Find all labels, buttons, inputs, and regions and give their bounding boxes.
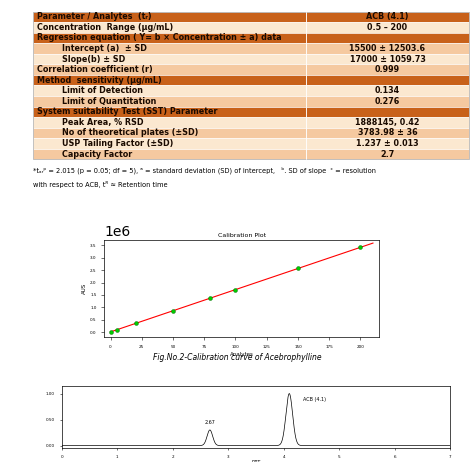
Text: 0.5 – 200: 0.5 – 200 [367,23,408,32]
Point [207,294,214,302]
Text: 1888145, 0.42: 1888145, 0.42 [355,118,420,127]
Text: Limit of Detection: Limit of Detection [62,86,143,95]
Bar [306,12,469,22]
Bar [33,12,469,159]
X-axis label: Analytes: Analytes [230,352,254,357]
Text: Intercept (a)  ± SD: Intercept (a) ± SD [62,44,146,53]
Text: 2.7: 2.7 [380,150,395,158]
Text: 0.999: 0.999 [375,65,400,74]
Bar [33,149,306,159]
Text: System suitability Test (SST) Parameter: System suitability Test (SST) Parameter [37,107,218,116]
Text: ACB (4.1): ACB (4.1) [303,397,326,402]
Bar [306,85,469,96]
Point [294,265,302,272]
Bar [33,75,306,85]
Point [356,243,364,251]
Y-axis label: AUS: AUS [82,283,87,294]
Text: 0.134: 0.134 [375,86,400,95]
Bar [306,22,469,33]
Bar [306,107,469,117]
Text: Peak Area, % RSD: Peak Area, % RSD [62,118,143,127]
Bar [306,149,469,159]
Bar [33,107,306,117]
Text: 0.276: 0.276 [375,97,400,106]
Bar [306,128,469,138]
Bar [33,54,306,64]
Bar [33,22,306,33]
Bar [306,43,469,54]
Text: Correlation coefficient (r): Correlation coefficient (r) [37,65,153,74]
Bar [33,43,306,54]
Point [132,320,139,327]
Bar [33,12,306,22]
Text: Concentration  Range (µg/mL): Concentration Range (µg/mL) [37,23,173,32]
Text: *tₐᵣᵖ = 2.015 (p = 0.05; df = 5), ᵃ = standard deviation (SD) of intercept,   ᵇ.: *tₐᵣᵖ = 2.015 (p = 0.05; df = 5), ᵃ = st… [33,166,376,174]
Text: Capacity Factor: Capacity Factor [62,150,132,158]
Point [113,326,120,334]
Bar [306,64,469,75]
Text: Method  sensitivity (µg/mL): Method sensitivity (µg/mL) [37,76,162,85]
Text: Slope(b) ± SD: Slope(b) ± SD [62,55,125,64]
Text: 3783.98 ± 36: 3783.98 ± 36 [358,128,417,138]
Text: 15500 ± 12503.6: 15500 ± 12503.6 [349,44,426,53]
Title: Calibration Plot: Calibration Plot [218,233,266,238]
Text: 2.67: 2.67 [204,419,215,425]
Text: Parameter / Analytes  (tᵣ): Parameter / Analytes (tᵣ) [37,12,152,21]
Text: USP Tailing Factor (±SD): USP Tailing Factor (±SD) [62,139,173,148]
Bar [306,33,469,43]
Point [232,286,239,293]
Bar [33,96,306,107]
Bar [33,128,306,138]
Text: Limit of Quantitation: Limit of Quantitation [62,97,156,106]
Bar [33,117,306,128]
Text: No of theoretical plates (±SD): No of theoretical plates (±SD) [62,128,198,138]
Bar [33,85,306,96]
X-axis label: RRT: RRT [251,461,261,462]
Point [107,328,115,335]
Bar [306,96,469,107]
Text: 17000 ± 1059.73: 17000 ± 1059.73 [349,55,426,64]
Text: Regression equation ( Y= b × Concentration ± a) data: Regression equation ( Y= b × Concentrati… [37,33,282,43]
Bar [33,64,306,75]
Text: with respect to ACB, tᴿ ≈ Retention time: with respect to ACB, tᴿ ≈ Retention time [33,181,168,188]
Point [169,307,177,315]
Bar [306,54,469,64]
Bar [306,138,469,149]
Text: Fig.No.2-Calibration curve of Acebrophylline: Fig.No.2-Calibration curve of Acebrophyl… [153,353,321,362]
Bar [306,117,469,128]
Bar [306,75,469,85]
Bar [33,33,306,43]
Text: 1.237 ± 0.013: 1.237 ± 0.013 [356,139,419,148]
Text: ACB (4.1): ACB (4.1) [366,12,409,21]
Bar [33,138,306,149]
